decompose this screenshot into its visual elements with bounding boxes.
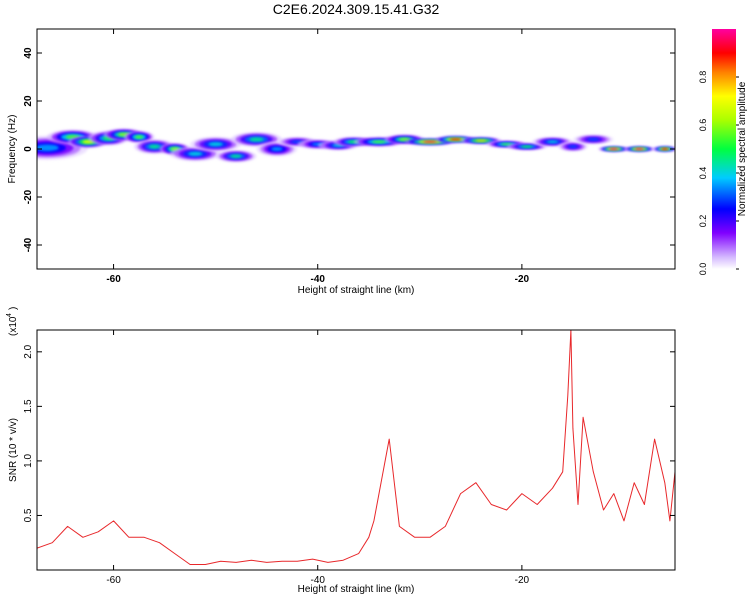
x-tick-label: -40 [310, 274, 325, 285]
x-tick-label: -20 [515, 575, 530, 586]
heatmap-blob [568, 145, 578, 148]
heatmap-blob [148, 144, 161, 149]
heatmap-blob [587, 138, 600, 141]
heatmap-blob [188, 151, 203, 156]
heatmap-blob [449, 138, 462, 141]
heatmap-blobs [37, 128, 675, 163]
heatmap-blob [500, 143, 513, 146]
heatmap-blob [661, 148, 669, 150]
colorbar-tick-label: 0.6 [698, 119, 708, 132]
spectrogram-x-ticks: -60 -40 -20 [106, 29, 530, 285]
heatmap-blob [521, 145, 533, 148]
y-tick-label: 2.0 [23, 344, 34, 358]
snr-y-scale-base: (x10 [8, 316, 19, 336]
snr-y-scale-paren: ) [8, 307, 19, 310]
y-tick-label: 40 [23, 47, 34, 59]
colorbar-gradient [712, 29, 736, 269]
heatmap-blob [634, 148, 644, 150]
snr-x-ticks: -60 -40 -20 [106, 330, 530, 586]
x-tick-label: -60 [106, 274, 121, 285]
heatmap-blob [230, 154, 242, 158]
heatmap-blob [208, 142, 223, 147]
y-tick-label: 1.5 [23, 399, 34, 413]
heatmap-blob [134, 135, 144, 139]
heatmap-blob [249, 137, 264, 142]
y-tick-label: 0 [23, 146, 34, 152]
y-tick-label: -20 [23, 189, 34, 204]
spectrogram-x-label: Height of straight line (km) [298, 285, 415, 296]
snr-axes-frame [36, 329, 676, 571]
colorbar-ticks: 0.0 0.2 0.4 0.6 0.8 [698, 71, 739, 276]
heatmap-blob [371, 140, 387, 144]
heatmap-blob [609, 148, 619, 150]
colorbar-label: Normalized spectral amplitude [737, 81, 748, 216]
x-tick-label: -40 [310, 575, 325, 586]
heatmap-blob [475, 139, 487, 142]
snr-y-scale-exponent: 4 [6, 313, 13, 317]
colorbar-tick-label: 0.4 [698, 167, 708, 180]
snr-y-scale: (x10 4 [6, 313, 19, 336]
figure-title: C2E6.2024.309.15.41.G32 [273, 1, 440, 17]
heatmap-blob [422, 140, 438, 143]
spectrogram-panel: -60 -40 -20 -40 -20 0 20 40 Height of straight… [7, 28, 676, 296]
colorbar-tick-label: 0.0 [698, 263, 708, 276]
heatmap-blob [271, 146, 283, 152]
snr-y-ticks: 0.5 1.0 1.5 2.0 [23, 344, 675, 522]
snr-x-label: Height of straight line (km) [298, 584, 415, 595]
x-tick-label: -20 [515, 274, 530, 285]
spectrogram-y-label: Frequency (Hz) [7, 115, 18, 184]
colorbar: 0.0 0.2 0.4 0.6 0.8 Normalized spectral ampl… [698, 29, 748, 275]
x-tick-label: -60 [106, 575, 121, 586]
heatmap-blob [37, 144, 59, 152]
y-tick-label: -40 [23, 237, 34, 252]
heatmap-blob [546, 140, 559, 144]
snr-y-label: SNR (10 * v/v) [8, 418, 19, 482]
colorbar-tick-label: 0.2 [698, 215, 708, 228]
heatmap-blob [398, 138, 411, 141]
y-tick-label: 1.0 [23, 454, 34, 468]
y-tick-label: 20 [23, 95, 34, 107]
snr-panel: -60 -40 -20 0.5 1.0 1.5 2.0 Height of straigh… [6, 307, 676, 595]
spectrogram-y-ticks: -40 -20 0 20 40 [23, 47, 675, 252]
colorbar-tick-label: 0.8 [698, 71, 708, 84]
y-tick-label: 0.5 [23, 508, 34, 522]
snr-series-line [37, 330, 675, 565]
